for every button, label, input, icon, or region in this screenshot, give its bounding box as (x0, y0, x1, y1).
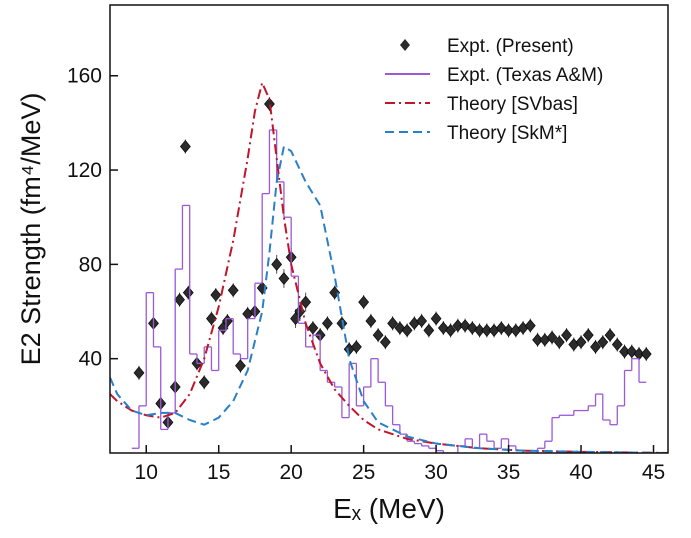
data-point (264, 97, 275, 111)
data-point (466, 321, 478, 335)
legend-label: Theory [SkM*] (447, 123, 567, 144)
data-point (546, 330, 558, 344)
data-point (322, 316, 333, 330)
data-point (278, 272, 290, 285)
data-point (401, 323, 413, 337)
data-point (300, 295, 312, 309)
legend-label: Expt. (Texas A&M) (447, 65, 603, 86)
x-axis-label: Eₓ (MeV) (333, 493, 445, 524)
data-point (604, 328, 616, 342)
plot-area (110, 79, 668, 453)
data-point (365, 314, 377, 328)
data-point (445, 323, 456, 337)
data-point (271, 257, 283, 271)
data-point (179, 140, 191, 153)
y-axis-label: E2 Strength (fm⁴/MeV) (16, 93, 46, 366)
data-point (561, 328, 572, 342)
x-tick-label: 35 (497, 461, 520, 484)
data-point (182, 286, 194, 300)
y-tick-label: 40 (79, 348, 102, 371)
data-point (358, 295, 370, 309)
x-tick-label: 10 (135, 461, 158, 484)
data-point (379, 335, 391, 349)
data-point (452, 319, 464, 333)
legend-label: Expt. (Present) (447, 36, 574, 57)
data-point (307, 321, 319, 335)
data-point (235, 359, 246, 373)
theory-curve (110, 79, 668, 453)
x-tick-label: 20 (279, 461, 302, 484)
data-point (416, 314, 428, 328)
data-point (206, 312, 217, 326)
data-point (387, 316, 399, 330)
legend-label: Theory [SVbas] (447, 94, 578, 115)
x-tick-label: 15 (207, 461, 230, 484)
data-point (575, 335, 587, 349)
data-point (626, 345, 638, 359)
data-point (372, 328, 384, 342)
data-point (611, 338, 623, 352)
data-point (430, 312, 442, 326)
data-point (198, 375, 210, 389)
data-point (532, 333, 543, 347)
x-tick-label: 45 (642, 461, 665, 484)
data-point (590, 340, 601, 354)
data-point (437, 321, 449, 335)
data-point (503, 323, 514, 337)
data-point (459, 319, 471, 333)
data-point (640, 347, 652, 361)
data-point (336, 316, 348, 330)
data-point (474, 323, 485, 337)
data-point (350, 340, 362, 354)
data-point (582, 328, 594, 342)
data-point (133, 366, 145, 380)
y-tick-label: 120 (67, 159, 102, 182)
data-point (210, 288, 222, 302)
data-point (553, 335, 565, 349)
data-point (423, 323, 435, 337)
legend-marker (400, 39, 410, 51)
data-point (495, 321, 507, 335)
data-point (174, 293, 185, 307)
data-point (394, 321, 406, 335)
data-point (524, 319, 536, 333)
y-tick-label: 160 (67, 65, 102, 88)
y-tick-label: 80 (79, 253, 102, 276)
theory-curve (110, 144, 668, 453)
axes-frame (109, 4, 669, 454)
data-point (481, 323, 493, 337)
x-tick-label: 25 (352, 461, 375, 484)
x-tick-label: 30 (424, 461, 447, 484)
x-tick-label: 40 (569, 461, 592, 484)
data-point (227, 283, 239, 297)
data-point (597, 335, 609, 349)
data-point (619, 345, 630, 359)
